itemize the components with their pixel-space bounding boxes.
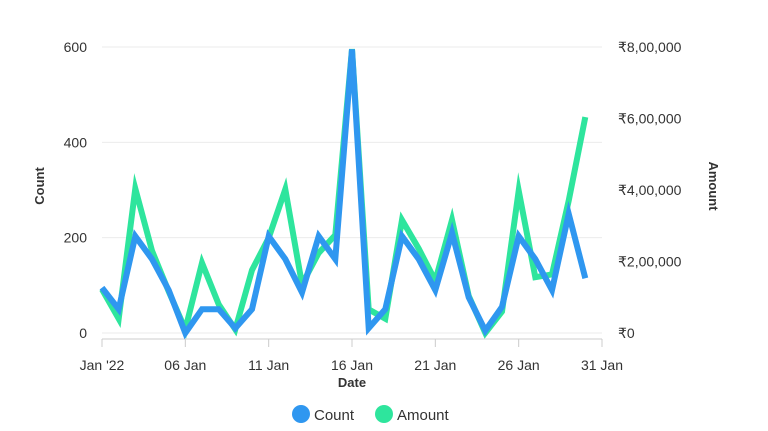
legend-marker-count [292,405,310,423]
y-axis-right-title: Amount [706,161,721,211]
legend-item-amount[interactable]: Amount [375,405,450,424]
y-axis-left-title: Count [32,167,47,205]
y-right-tick-label: ₹6,00,000 [618,111,682,127]
legend-item-count[interactable]: Count [292,405,355,424]
y-right-tick-label: ₹2,00,000 [618,254,682,270]
series-line-count[interactable] [99,49,589,340]
right-axis-ticks: ₹0 ₹2,00,000 ₹4,00,000 ₹6,00,000 ₹8,00,000 [618,39,682,341]
x-tick-label: 11 Jan [248,357,289,373]
x-tick-label: 06 Jan [164,357,206,373]
y-left-tick-label: 600 [64,39,88,55]
x-tick-label: Jan '22 [80,357,125,373]
left-axis-ticks: 0 200 400 600 [64,39,88,341]
y-left-tick-label: 200 [64,230,88,246]
x-tick-label: 26 Jan [498,357,540,373]
x-tick-label: 21 Jan [414,357,456,373]
x-tick-label: 31 Jan [581,357,623,373]
x-axis-ticks: Jan '22 06 Jan 11 Jan 16 Jan 21 Jan 26 Jan 31 … [80,338,623,373]
legend: Count Amount [292,405,450,424]
y-right-tick-label: ₹4,00,000 [618,182,682,198]
legend-label-count: Count [314,407,355,424]
x-tick-label: 16 Jan [331,357,373,373]
y-right-tick-label: ₹8,00,000 [618,39,682,55]
x-axis-title: Date [338,375,366,390]
y-left-tick-label: 0 [79,325,87,341]
legend-marker-amount [375,405,393,423]
y-left-tick-label: 400 [64,134,88,150]
series-layer [99,48,589,340]
legend-label-amount: Amount [397,407,450,424]
y-right-tick-label: ₹0 [618,325,635,341]
